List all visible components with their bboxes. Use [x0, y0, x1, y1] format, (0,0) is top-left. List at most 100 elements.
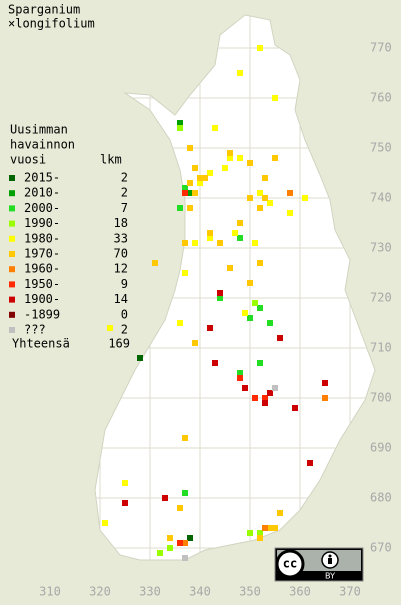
observation-square	[262, 400, 268, 406]
observation-square	[187, 535, 193, 541]
observation-square	[182, 435, 188, 441]
legend-label: 1960-	[24, 262, 60, 276]
legend-label: 1970-	[24, 247, 60, 261]
observation-square	[277, 510, 283, 516]
observation-square	[277, 335, 283, 341]
observation-square	[217, 240, 223, 246]
observation-square	[212, 360, 218, 366]
observation-square	[262, 525, 268, 531]
observation-square	[182, 490, 188, 496]
legend-count: 33	[114, 231, 128, 245]
legend-swatch	[9, 190, 15, 197]
observation-square	[217, 295, 223, 301]
observation-square	[187, 145, 193, 151]
legend-count: 12	[114, 262, 128, 276]
cc-text: cc	[283, 557, 297, 571]
northing-label: 710	[370, 341, 392, 355]
observations	[102, 45, 328, 561]
northing-label: 740	[370, 191, 392, 205]
observation-square	[122, 480, 128, 486]
observation-square	[207, 230, 213, 236]
land	[94, 14, 376, 561]
observation-square	[252, 300, 258, 306]
observation-square	[242, 310, 248, 316]
observation-square	[177, 505, 183, 511]
legend-label: -1899	[24, 307, 60, 321]
observation-square	[267, 525, 273, 531]
observation-square	[197, 180, 203, 186]
observation-square	[287, 210, 293, 216]
legend-count: 70	[114, 247, 128, 261]
legend-count-heading: lkm	[100, 153, 122, 167]
legend-swatch	[9, 296, 15, 303]
legend-label: 2010-	[24, 186, 60, 200]
observation-square	[307, 460, 313, 466]
observation-square	[182, 190, 188, 196]
observation-square	[227, 155, 233, 161]
observation-square	[272, 525, 278, 531]
legend-count: 2	[121, 171, 128, 185]
observation-square	[177, 125, 183, 131]
legend-label: 2015-	[24, 171, 60, 185]
observation-square	[192, 240, 198, 246]
legend-swatch	[9, 327, 15, 333]
legend-label: 2000-	[24, 201, 60, 215]
legend-count: 2	[121, 186, 128, 200]
observation-square	[192, 340, 198, 346]
observation-square	[197, 175, 203, 181]
northing-label: 750	[370, 141, 392, 155]
observation-square	[257, 360, 263, 366]
observation-square	[252, 395, 258, 401]
total-label: Yhteensä	[12, 337, 70, 351]
legend-count: 18	[114, 216, 128, 230]
observation-square	[267, 390, 273, 396]
observation-square	[192, 190, 198, 196]
observation-square	[237, 220, 243, 226]
northing-label: 700	[370, 391, 392, 405]
observation-square	[152, 260, 158, 266]
observation-square	[182, 540, 188, 546]
legend-label: 1990-	[24, 216, 60, 230]
legend-heading: vuosi	[10, 153, 46, 167]
legend-count: 2	[121, 323, 128, 337]
by-icon-head	[328, 554, 332, 558]
easting-label: 330	[139, 585, 161, 599]
legend-label: 1900-	[24, 292, 60, 306]
observation-square	[322, 380, 328, 386]
observation-square	[177, 540, 183, 546]
observation-square	[177, 120, 183, 126]
northing-label: 690	[370, 441, 392, 455]
observation-square	[257, 45, 263, 51]
observation-square	[302, 195, 308, 201]
observation-square	[177, 320, 183, 326]
observation-square	[257, 260, 263, 266]
legend-swatch	[9, 251, 15, 257]
observation-square	[227, 265, 233, 271]
legend-swatch	[9, 175, 15, 181]
observation-square	[162, 495, 168, 501]
northing-label: 680	[370, 491, 392, 505]
legend-swatch	[9, 281, 15, 288]
observation-square	[242, 385, 248, 391]
observation-square	[212, 125, 218, 131]
observation-square	[207, 170, 213, 176]
observation-square	[237, 235, 243, 241]
by-text: BY	[325, 572, 335, 581]
observation-square	[102, 520, 108, 526]
observation-square	[267, 320, 273, 326]
northing-label: 670	[370, 541, 392, 555]
observation-square	[222, 165, 228, 171]
observation-square	[182, 240, 188, 246]
legend-count: 14	[114, 292, 128, 306]
northing-label: 730	[370, 241, 392, 255]
observation-square	[192, 165, 198, 171]
legend-swatch	[9, 220, 15, 227]
by-icon-body	[328, 558, 332, 564]
legend-count: 0	[121, 307, 128, 321]
observation-square	[252, 240, 258, 246]
observation-square	[292, 405, 298, 411]
observation-square	[217, 290, 223, 296]
